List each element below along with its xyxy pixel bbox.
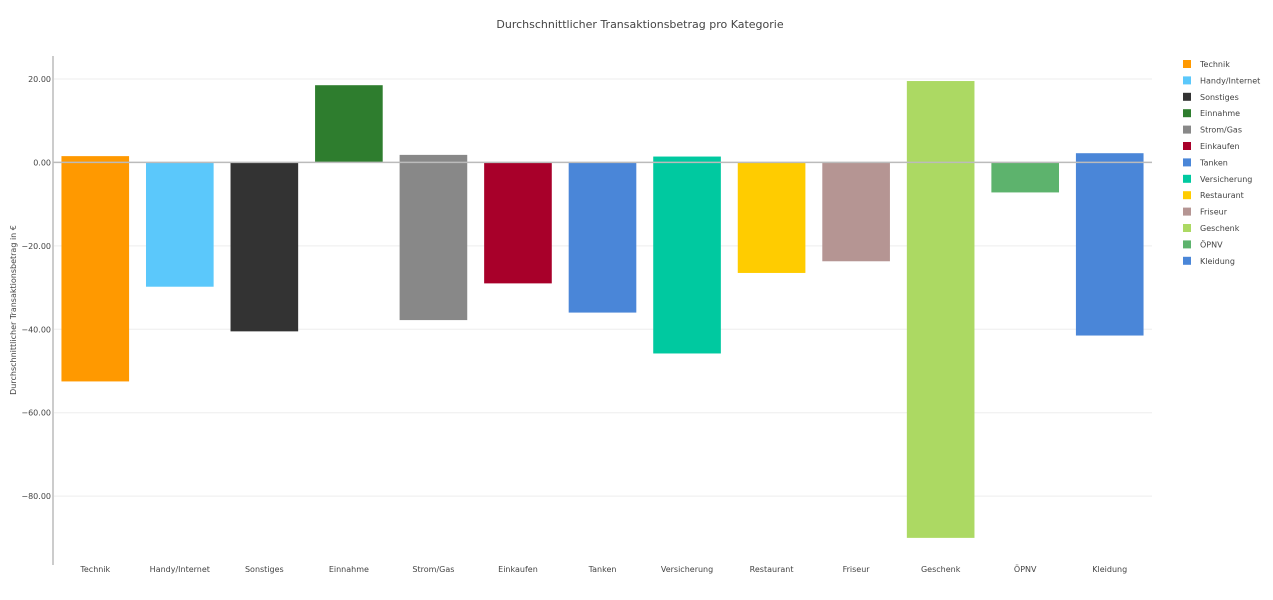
- legend-item[interactable]: Geschenk: [1200, 224, 1240, 233]
- bar[interactable]: [484, 162, 552, 284]
- legend-swatch: [1183, 92, 1191, 101]
- bar[interactable]: [315, 85, 383, 163]
- bar[interactable]: [906, 81, 975, 538]
- legend-item[interactable]: Einnahme: [1200, 109, 1240, 118]
- x-tick-labels: Technik Handy/Internet Sonstiges Einnahme St…: [79, 564, 1127, 574]
- legend-swatch: [1183, 240, 1191, 249]
- x-tick-label: Geschenk: [921, 565, 961, 574]
- y-axis-label: Durchschnittlicher Transaktionsbetrag in…: [9, 225, 18, 395]
- legend-item[interactable]: Technik: [1199, 60, 1230, 69]
- bar[interactable]: [991, 162, 1060, 193]
- legend-swatch: [1183, 142, 1191, 150]
- x-tick-label: ÖPNV: [1014, 564, 1037, 574]
- legend-item[interactable]: Strom/Gas: [1200, 126, 1242, 135]
- bar[interactable]: [399, 154, 468, 321]
- legend-swatch: [1183, 191, 1191, 200]
- bar[interactable]: [230, 162, 299, 332]
- x-tick-label: Versicherung: [661, 565, 713, 574]
- legend-item[interactable]: Handy/Internet: [1200, 76, 1260, 85]
- legend-item[interactable]: Einkaufen: [1200, 142, 1240, 151]
- y-tick-labels: 20.00 0.00 −20.00 −40.00 −60.00 −80.00: [21, 75, 51, 501]
- x-tick-label: Handy/Internet: [150, 565, 210, 574]
- bar[interactable]: [61, 156, 130, 382]
- bar[interactable]: [737, 162, 806, 273]
- bar[interactable]: [568, 162, 637, 313]
- legend-item[interactable]: Sonstiges: [1200, 93, 1239, 102]
- y-tick-label: 0.00: [33, 158, 51, 167]
- bar[interactable]: [1075, 153, 1144, 336]
- y-tick-label: −60.00: [21, 409, 51, 418]
- legend-item[interactable]: Kleidung: [1200, 257, 1235, 266]
- x-tick-label: Restaurant: [750, 565, 794, 574]
- y-tick-label: −80.00: [21, 492, 51, 501]
- legend[interactable]: Technik Handy/Internet Sonstiges Einnahme St…: [1183, 60, 1260, 266]
- legend-swatch: [1183, 158, 1191, 167]
- y-tick-label: 20.00: [28, 75, 51, 84]
- y-tick-label: −40.00: [21, 325, 51, 334]
- bars: [61, 81, 1144, 538]
- x-tick-label: Einkaufen: [498, 565, 538, 574]
- legend-swatch: [1183, 76, 1191, 85]
- bar[interactable]: [822, 162, 890, 262]
- x-tick-label: Technik: [79, 565, 110, 574]
- x-tick-label: Sonstiges: [245, 565, 284, 574]
- legend-item[interactable]: Versicherung: [1200, 175, 1252, 184]
- legend-swatch: [1183, 207, 1191, 216]
- chart-title: Durchschnittlicher Transaktionsbetrag pr…: [496, 18, 783, 31]
- bar[interactable]: [653, 156, 721, 354]
- legend-item[interactable]: ÖPNV: [1200, 239, 1223, 249]
- legend-item[interactable]: Tanken: [1199, 158, 1228, 167]
- legend-swatch: [1183, 109, 1191, 118]
- legend-swatch: [1183, 174, 1191, 183]
- legend-item[interactable]: Restaurant: [1200, 191, 1244, 200]
- legend-swatch: [1183, 256, 1191, 265]
- legend-swatch: [1183, 224, 1191, 232]
- y-tick-label: −20.00: [21, 242, 51, 251]
- x-tick-label: Kleidung: [1092, 565, 1127, 574]
- legend-swatch: [1183, 60, 1191, 68]
- legend-swatch: [1183, 125, 1191, 134]
- x-tick-label: Einnahme: [329, 565, 369, 574]
- x-tick-label: Strom/Gas: [412, 565, 454, 574]
- x-tick-label: Friseur: [843, 565, 871, 574]
- x-tick-label: Tanken: [588, 565, 617, 574]
- bar[interactable]: [145, 162, 214, 287]
- legend-item[interactable]: Friseur: [1200, 208, 1228, 217]
